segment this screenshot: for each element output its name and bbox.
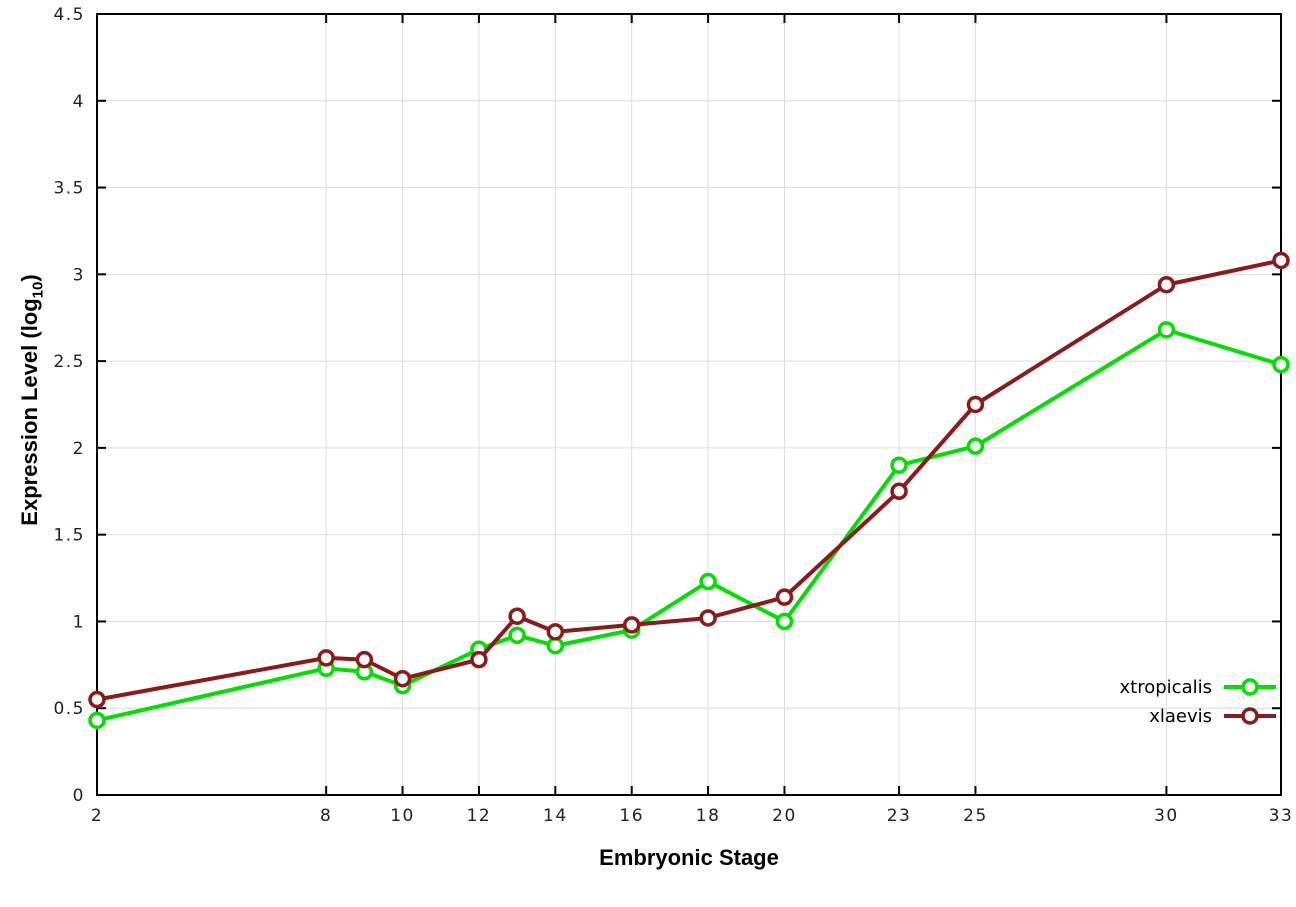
x-tick-label: 16 (619, 806, 644, 826)
y-tick-label: 4 (73, 92, 85, 112)
x-tick-label: 18 (696, 806, 721, 826)
data-point (775, 588, 794, 606)
grid (96, 13, 1282, 796)
data-point (546, 636, 565, 655)
x-tick-label: 10 (390, 806, 415, 826)
data-point (1157, 275, 1176, 294)
y-axis-label-pre: Expression Level (log (17, 298, 42, 526)
y-tick-label: 1.5 (53, 526, 85, 546)
legend-item-xtropicalis: xtropicalis (1120, 676, 1278, 698)
data-point (508, 626, 526, 645)
axis-ticks (96, 13, 1282, 796)
x-tick-label: 14 (543, 806, 568, 826)
data-point (1157, 321, 1176, 339)
data-point (470, 650, 488, 669)
tick-labels: 2 8 10 12 14 16 18 20 23 25 30 33 0 0.5 1 1.5 2 2.5 3 3.5 4 4… (53, 5, 1294, 826)
data-point (317, 649, 335, 667)
plot-border (96, 13, 1282, 796)
data-point (355, 650, 374, 669)
x-tick-label: 12 (467, 806, 492, 826)
x-tick-label: 23 (887, 806, 912, 826)
data-point (508, 607, 526, 625)
data-point (622, 616, 641, 634)
y-tick-label: 3.5 (53, 179, 85, 199)
x-tick-label: 33 (1269, 806, 1294, 826)
data-point (393, 669, 412, 688)
y-axis-label-sub: 10 (29, 281, 47, 299)
data-point (890, 456, 908, 474)
y-axis-label-post: ) (17, 274, 42, 282)
x-axis-label: Embryonic Stage (599, 845, 779, 870)
y-axis-label: Expression Level (log10) (17, 190, 47, 610)
legend-item-xlaevis: xlaevis (1149, 705, 1278, 727)
data-point (1272, 355, 1290, 374)
legend-sample-icon (1224, 678, 1276, 696)
series-line-xlaevis (95, 258, 1283, 702)
x-tick-label: 30 (1154, 806, 1179, 826)
data-point (1272, 251, 1290, 270)
series-line-xtropicalis (95, 327, 1283, 723)
data-point (890, 482, 908, 501)
data-point (546, 623, 565, 641)
y-tick-label: 3 (73, 265, 85, 285)
data-point (699, 572, 717, 591)
legend: xtropicalis xlaevis (1120, 676, 1278, 727)
series-markers-xlaevis (88, 251, 1290, 709)
x-tick-label: 8 (320, 806, 332, 826)
legend-sample-icon (1224, 707, 1276, 725)
legend-label: xlaevis (1149, 705, 1212, 727)
data-point (88, 711, 106, 730)
data-point (699, 609, 717, 627)
y-tick-label: 2.5 (53, 352, 85, 372)
y-tick-label: 1 (73, 612, 85, 632)
legend-label: xtropicalis (1119, 676, 1212, 698)
data-point (966, 437, 985, 455)
x-tick-label: 20 (772, 806, 797, 826)
y-tick-label: 2 (73, 439, 85, 459)
y-tick-label: 0 (73, 786, 85, 806)
y-tick-label: 0.5 (53, 699, 85, 719)
y-tick-label: 4.5 (53, 5, 85, 25)
data-point (88, 690, 106, 709)
x-tick-label: 2 (91, 806, 103, 826)
data-point (775, 612, 794, 631)
x-tick-label: 25 (963, 806, 988, 826)
data-point (966, 395, 985, 414)
